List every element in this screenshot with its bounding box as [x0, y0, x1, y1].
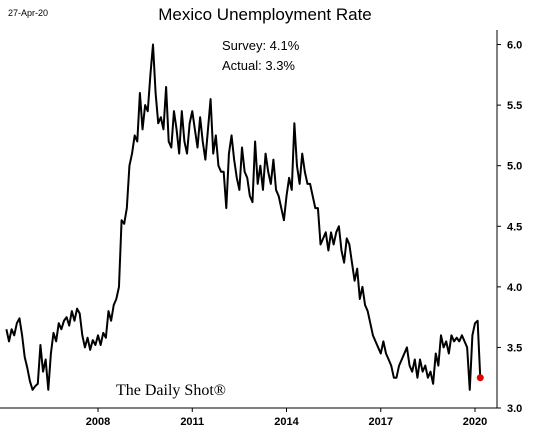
chart-title: Mexico Unemployment Rate [158, 5, 372, 24]
y-tick-label: 6.0 [507, 40, 522, 52]
x-tick-label: 2008 [86, 416, 110, 428]
annotation: Survey: 4.1% [222, 38, 300, 53]
y-tick-label: 3.5 [507, 342, 522, 354]
date-label: 27-Apr-20 [8, 8, 48, 18]
latest-point [476, 374, 484, 382]
x-tick-label: 2017 [369, 416, 393, 428]
y-tick-label: 5.0 [507, 161, 522, 173]
annotation: Actual: 3.3% [222, 58, 295, 73]
x-tick-label: 2014 [274, 416, 299, 428]
x-tick-label: 2011 [180, 416, 204, 428]
watermark: The Daily Shot® [116, 382, 226, 399]
y-tick-label: 5.5 [507, 100, 522, 112]
line-series [5, 43, 482, 391]
y-tick-label: 4.0 [507, 282, 522, 294]
x-tick-label: 2020 [463, 416, 487, 428]
y-tick-label: 3.0 [507, 403, 522, 415]
y-tick-label: 4.5 [507, 221, 522, 233]
